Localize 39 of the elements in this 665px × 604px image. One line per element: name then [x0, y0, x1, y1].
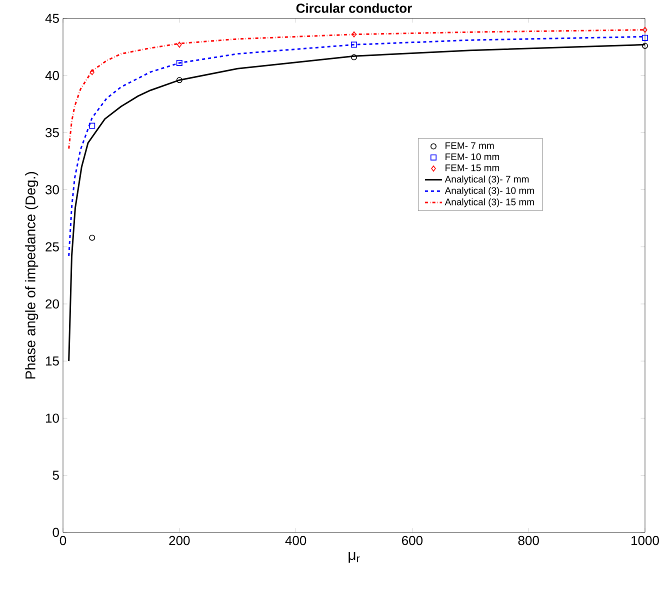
point: [351, 41, 358, 48]
x-tick-label: 800: [518, 536, 539, 545]
x-tick-label: 200: [169, 536, 190, 545]
point: [176, 76, 182, 83]
point: [89, 122, 96, 129]
x-tick-label: 600: [402, 536, 423, 545]
point: [642, 42, 648, 49]
x-axis-title: μ$_{r}$: [348, 552, 360, 563]
y-axis-title: Phase angle of impedance (Deg.): [25, 172, 38, 378]
point: [352, 31, 356, 38]
point: [89, 234, 96, 241]
point: [177, 41, 182, 48]
y-tick-label: 5: [52, 470, 59, 480]
point: [90, 68, 94, 75]
y-tick-label: 15: [46, 356, 59, 366]
legend-label: Analytical (3)- 15 mm: [444, 198, 534, 208]
point: [642, 34, 648, 41]
x-tick-label: 0: [60, 536, 66, 545]
legend-label: FEM- 15 mm: [446, 164, 500, 171]
y-tick-label: 35: [46, 128, 59, 138]
legend-label: FEM- 10 mm: [446, 153, 500, 160]
y-tick-label: 40: [45, 70, 59, 80]
point: [351, 54, 357, 60]
y-tick-label: 45: [45, 14, 59, 23]
x-tick-label: 1000: [632, 536, 659, 545]
point: [642, 26, 648, 33]
y-tick-label: 0: [52, 528, 59, 537]
line-series: [68, 28, 645, 150]
chart-title: Circular conductor: [296, 3, 412, 13]
y-tick-label: 30: [46, 184, 59, 194]
x-tick-label: 400: [285, 536, 306, 545]
legend-label: Analytical (3)- 10 mm: [444, 186, 534, 196]
line-series: [68, 36, 645, 257]
y-tick-label: 25: [46, 242, 59, 252]
legend-label: FEM- 7 mm: [446, 142, 494, 149]
legend-label: Analytical (3)- 7 mm: [444, 175, 529, 184]
y-tick-label: 10: [46, 413, 59, 423]
point: [176, 60, 182, 66]
y-tick-label: 20: [46, 299, 59, 308]
